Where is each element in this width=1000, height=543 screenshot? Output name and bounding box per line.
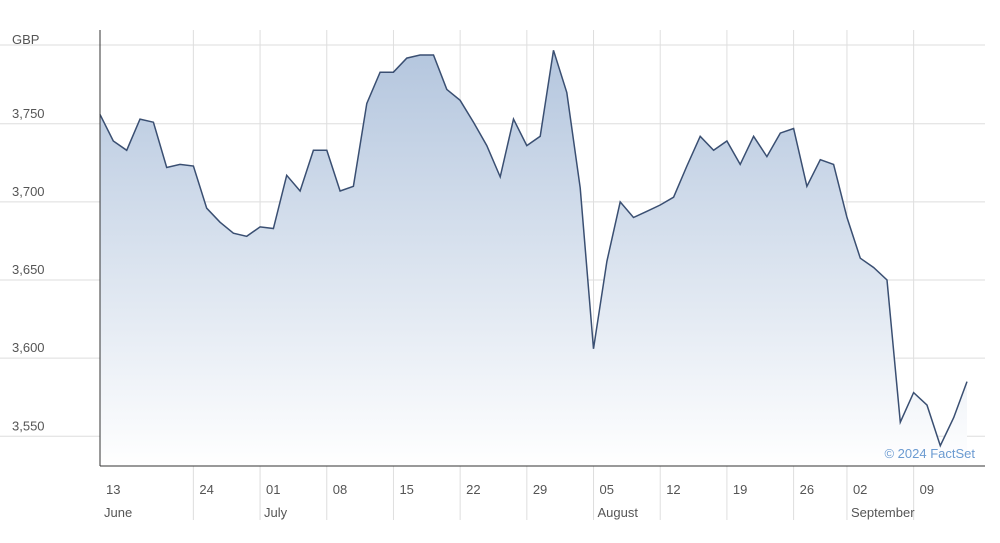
x-tick-label: 12 xyxy=(666,482,680,497)
y-tick-label: 3,550 xyxy=(12,418,45,433)
x-tick-label: 15 xyxy=(399,482,413,497)
x-group-label: September xyxy=(851,505,915,520)
y-tick-label: 3,600 xyxy=(12,340,45,355)
x-tick-label: 08 xyxy=(333,482,347,497)
x-tick-label: 19 xyxy=(733,482,747,497)
x-tick-label: 13 xyxy=(106,482,120,497)
y-tick-label: 3,700 xyxy=(12,184,45,199)
y-tick-label: 3,650 xyxy=(12,262,45,277)
x-group-label: June xyxy=(104,505,132,520)
price-line xyxy=(99,50,968,448)
x-tick-label: 01 xyxy=(266,482,280,497)
x-group-label: August xyxy=(598,505,639,520)
area-fill xyxy=(100,50,967,467)
x-tick-label: 29 xyxy=(533,482,547,497)
x-tick-label: 26 xyxy=(800,482,814,497)
x-tick-label: 05 xyxy=(600,482,614,497)
x-tick-label: 02 xyxy=(853,482,867,497)
x-group-label: July xyxy=(264,505,288,520)
watermark: © 2024 FactSet xyxy=(884,446,975,461)
x-tick-label: 24 xyxy=(199,482,213,497)
x-tick-label: 22 xyxy=(466,482,480,497)
x-tick-label: 09 xyxy=(920,482,934,497)
y-axis-label: GBP xyxy=(12,32,39,47)
y-tick-label: 3,750 xyxy=(12,106,45,121)
